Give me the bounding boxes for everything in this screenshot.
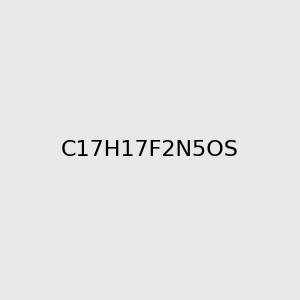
Text: C17H17F2N5OS: C17H17F2N5OS [61, 140, 239, 160]
